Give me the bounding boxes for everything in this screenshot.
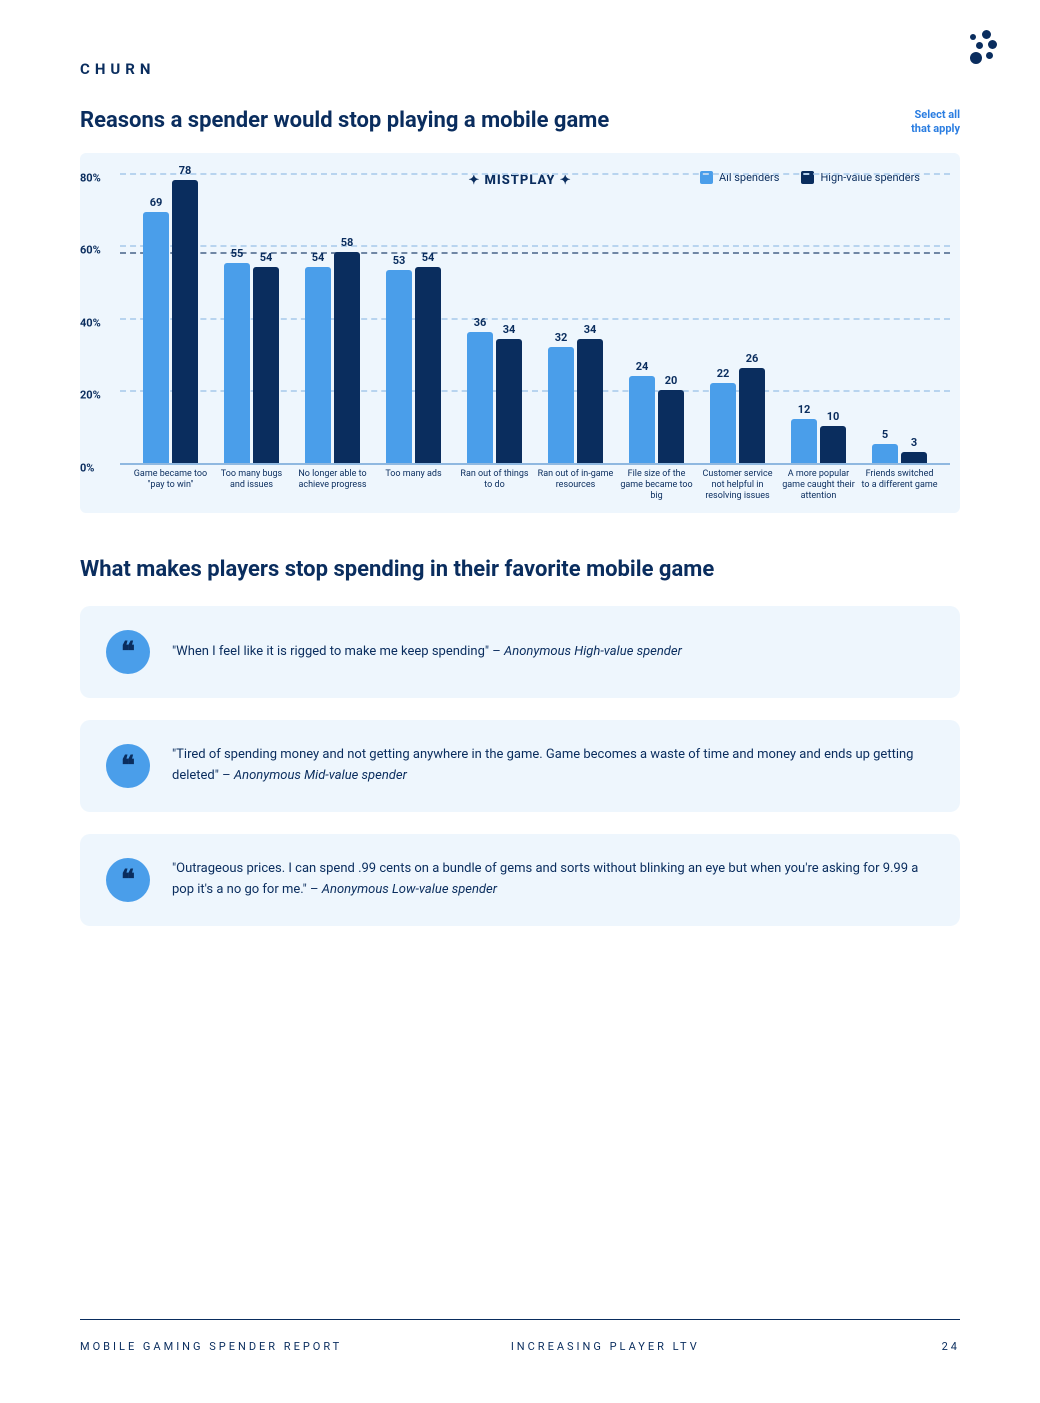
bar-high: 10 <box>820 426 846 462</box>
bar-all: 36 <box>467 332 493 463</box>
bar-high: 78 <box>172 180 198 463</box>
bar-value-label: 53 <box>393 254 406 267</box>
bar-group: 5554 <box>211 263 292 462</box>
bar-high: 3 <box>901 452 927 463</box>
bar-group: 5354 <box>373 267 454 463</box>
bar-group: 53 <box>859 444 940 462</box>
x-axis-label: A more popular game caught their attenti… <box>778 469 859 503</box>
quote-icon: ❝ <box>106 744 150 788</box>
x-axis-label: File size of the game became too big <box>616 469 697 503</box>
bar-value-label: 54 <box>422 251 435 264</box>
bar-high: 20 <box>658 390 684 463</box>
brand-logo <box>960 30 1000 70</box>
bar-high: 34 <box>577 339 603 462</box>
bar-group: 5458 <box>292 252 373 462</box>
x-axis-label: Friends switched to a different game <box>859 469 940 503</box>
bar-high: 54 <box>253 267 279 463</box>
bar-value-label: 22 <box>717 367 730 380</box>
bar-group: 2226 <box>697 368 778 462</box>
y-axis-tick: 60% <box>80 244 101 257</box>
bar-value-label: 34 <box>503 323 516 336</box>
footer-page-number: 24 <box>942 1340 960 1353</box>
bar-group: 3234 <box>535 339 616 462</box>
quotes-heading: What makes players stop spending in thei… <box>80 557 960 582</box>
bar-high: 26 <box>739 368 765 462</box>
bar-high: 58 <box>334 252 360 462</box>
bar-all: 5 <box>872 444 898 462</box>
y-axis-tick: 40% <box>80 316 101 329</box>
quote-icon: ❝ <box>106 858 150 902</box>
bar-value-label: 3 <box>911 436 917 449</box>
bar-all: 55 <box>224 263 250 462</box>
bar-value-label: 69 <box>150 196 163 209</box>
quote-icon: ❝ <box>106 630 150 674</box>
bar-group: 3634 <box>454 332 535 463</box>
x-axis-label: Too many bugs and issues <box>211 469 292 503</box>
bar-value-label: 36 <box>474 316 487 329</box>
bar-group: 2420 <box>616 376 697 463</box>
churn-reasons-chart: ✦ MISTPLAY ✦ All spendersHigh-value spen… <box>80 153 960 513</box>
page-footer: MOBILE GAMING SPENDER REPORT INCREASING … <box>80 1319 960 1353</box>
bar-all: 53 <box>386 270 412 462</box>
bar-value-label: 20 <box>665 374 678 387</box>
bar-value-label: 10 <box>827 410 840 423</box>
x-axis-label: Game became too "pay to win" <box>130 469 211 503</box>
bar-all: 32 <box>548 347 574 463</box>
bar-all: 69 <box>143 212 169 462</box>
bar-all: 12 <box>791 419 817 463</box>
bar-high: 34 <box>496 339 522 462</box>
footer-report-name: MOBILE GAMING SPENDER REPORT <box>80 1340 511 1353</box>
bar-value-label: 55 <box>231 247 244 260</box>
bar-value-label: 78 <box>179 164 192 177</box>
x-axis-label: Ran out of things to do <box>454 469 535 503</box>
bar-all: 24 <box>629 376 655 463</box>
quote-text: "Outrageous prices. I can spend .99 cent… <box>172 859 934 899</box>
bar-value-label: 26 <box>746 352 759 365</box>
section-label: CHURN <box>80 60 960 78</box>
quote-card: ❝ "Outrageous prices. I can spend .99 ce… <box>80 834 960 926</box>
quote-card: ❝ "Tired of spending money and not getti… <box>80 720 960 812</box>
x-axis-label: Customer service not helpful in resolvin… <box>697 469 778 503</box>
gridline <box>120 463 950 465</box>
y-axis-tick: 20% <box>80 389 101 402</box>
bar-value-label: 54 <box>260 251 273 264</box>
bar-value-label: 58 <box>341 236 354 249</box>
x-axis-label: No longer able to achieve progress <box>292 469 373 503</box>
footer-section-name: INCREASING PLAYER LTV <box>511 1340 942 1353</box>
bar-value-label: 34 <box>584 323 597 336</box>
bar-value-label: 54 <box>312 251 325 264</box>
bar-all: 22 <box>710 383 736 463</box>
bar-value-label: 12 <box>798 403 811 416</box>
y-axis-tick: 0% <box>80 461 94 474</box>
bar-high: 54 <box>415 267 441 463</box>
quote-card: ❝ "When I feel like it is rigged to make… <box>80 606 960 698</box>
select-all-note: Select all that apply <box>911 108 960 137</box>
quote-text: "Tired of spending money and not getting… <box>172 745 934 785</box>
bar-group: 1210 <box>778 419 859 463</box>
chart-title: Reasons a spender would stop playing a m… <box>80 108 609 133</box>
bar-value-label: 24 <box>636 360 649 373</box>
bar-value-label: 32 <box>555 331 568 344</box>
x-axis-label: Ran out of in-game resources <box>535 469 616 503</box>
y-axis-tick: 80% <box>80 171 101 184</box>
bar-group: 6978 <box>130 180 211 463</box>
quote-text: "When I feel like it is rigged to make m… <box>172 642 682 662</box>
bar-all: 54 <box>305 267 331 463</box>
bar-value-label: 5 <box>882 428 888 441</box>
x-axis-label: Too many ads <box>373 469 454 503</box>
